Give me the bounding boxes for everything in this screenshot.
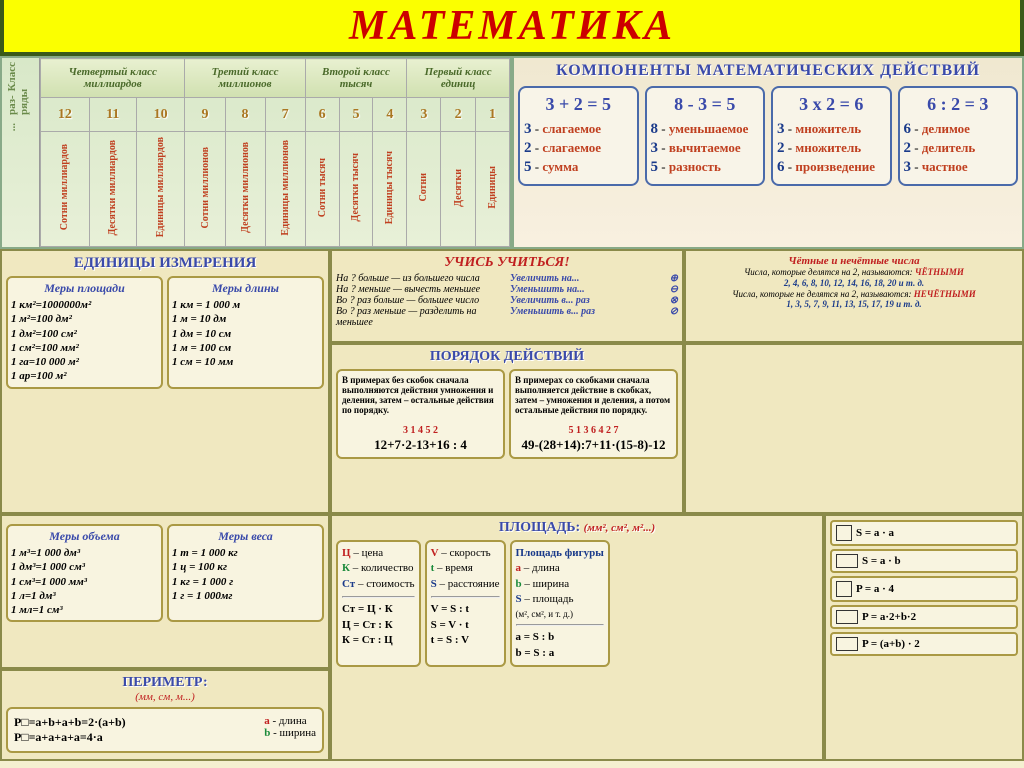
units-heading: ЕДИНИЦЫ ИЗМЕРЕНИЯ	[6, 255, 324, 272]
formulas-panel: S = a · a S = a · b P = a · 4 P = a·2+b·2 P …	[824, 514, 1024, 761]
name-cell: Десятки тысяч	[339, 132, 373, 247]
place-value-table: Четвертый класс миллиардовТретий класс м…	[40, 58, 510, 247]
order-box-1: В примерах без скобок сначала выполняютс…	[336, 369, 505, 459]
area-panel: ПЛОЩАДЬ: (мм², см², м²...) Ц – ценаК – к…	[330, 514, 824, 761]
place-value-panel: Класс раз- ряды ... Четвертый класс милл…	[0, 56, 512, 249]
formula-row: P = a · 4	[830, 576, 1018, 602]
perimeter-panel: ПЕРИМЕТР: (мм, см, м...) P□=a+b+a+b=2·(a…	[0, 669, 330, 761]
rank-cell: 10	[136, 98, 185, 132]
bottom-area: ПЛОЩАДЬ: (мм², см², м²...) Ц – ценаК – к…	[330, 514, 824, 761]
ellipsis: ...	[2, 119, 22, 135]
row-2: ЕДИНИЦЫ ИЗМЕРЕНИЯ Меры площади1 км²=1000…	[0, 249, 1024, 514]
rank-cell: 3	[407, 98, 441, 132]
operation-box: 8 - 3 = 58 - уменьшаемое3 - вычитаемое5 …	[645, 86, 766, 186]
name-cell: Сотни миллионов	[185, 132, 225, 247]
shape-icon	[836, 610, 858, 624]
rank-label: раз- ряды	[2, 95, 34, 119]
shape-icon	[836, 581, 852, 597]
row-3: Меры объема1 м³=1 000 дм³1 дм³=1 000 см³…	[0, 514, 1024, 761]
title-bar: МАТЕМАТИКА	[0, 0, 1024, 56]
formula-row: P = a·2+b·2	[830, 605, 1018, 629]
units-panel: ЕДИНИЦЫ ИЗМЕРЕНИЯ Меры площади1 км²=1000…	[0, 249, 330, 514]
name-cell: Десятки миллиардов	[89, 132, 136, 247]
class-header: Первый класс единиц	[407, 59, 510, 98]
learn-panel: УЧИСЬ УЧИТЬСЯ! На ? больше — из большего…	[330, 249, 684, 343]
shape-icon	[836, 637, 858, 651]
rank-cell: 7	[265, 98, 305, 132]
rank-cell: 12	[41, 98, 90, 132]
unit-box: Меры объема1 м³=1 000 дм³1 дм³=1 000 см³…	[6, 524, 163, 622]
unit-box: Меры длины1 км = 1 000 м1 м = 10 дм1 дм …	[167, 276, 324, 389]
price-box: Ц – ценаК – количествоСт – стоимостьСт =…	[336, 540, 421, 667]
name-cell: Сотни тысяч	[305, 132, 339, 247]
formula-row: P = (a+b) · 2	[830, 632, 1018, 656]
rank-cell: 5	[339, 98, 373, 132]
learn-left: На ? больше — из большего числаНа ? мень…	[336, 273, 504, 328]
row-1: Класс раз- ряды ... Четвертый класс милл…	[0, 56, 1024, 249]
operation-box: 3 + 2 = 53 - слагаемое2 - слагаемое5 - с…	[518, 86, 639, 186]
learn-heading: УЧИСЬ УЧИТЬСЯ!	[336, 255, 678, 271]
name-cell: Единицы миллионов	[265, 132, 305, 247]
shape-icon	[836, 554, 858, 568]
name-cell: Сотни миллиардов	[41, 132, 90, 247]
rank-cell: 6	[305, 98, 339, 132]
perimeter-heading: ПЕРИМЕТР:	[6, 675, 324, 691]
unit-box: Меры веса1 т = 1 000 кг1 ц = 100 кг1 кг …	[167, 524, 324, 622]
name-cell: Единицы тысяч	[373, 132, 407, 247]
formula-row: S = a · b	[830, 549, 1018, 573]
name-cell: Сотни	[407, 132, 441, 247]
speed-box: V – скоростьt – времяS – расстояниеV = S…	[425, 540, 506, 667]
operation-box: 6 : 2 = 36 - делимое2 - делитель3 - част…	[898, 86, 1019, 186]
middle-column: УЧИСЬ УЧИТЬСЯ! На ? больше — из большего…	[330, 249, 684, 514]
even-heading: Чётные и нечётные числа	[690, 255, 1018, 267]
name-cell: Единицы миллиардов	[136, 132, 185, 247]
class-header: Третий класс миллионов	[185, 59, 305, 98]
main-title: МАТЕМАТИКА	[6, 2, 1018, 50]
order-extend	[684, 343, 1024, 514]
order-panel: ПОРЯДОК ДЕЙСТВИЙ В примерах без скобок с…	[330, 343, 684, 514]
even-panel: Чётные и нечётные числа Числа, которые д…	[684, 249, 1024, 343]
class-header: Второй класс тысяч	[305, 59, 407, 98]
name-cell: Десятки	[441, 132, 475, 247]
learn-right: Увеличить на... ⊕Уменьшить на... ⊖Увелич…	[510, 273, 678, 328]
components-panel: КОМПОНЕНТЫ МАТЕМАТИЧЕСКИХ ДЕЙСТВИЙ 3 + 2…	[512, 56, 1024, 249]
rank-cell: 1	[475, 98, 509, 132]
rank-cell: 8	[225, 98, 265, 132]
shape-icon	[836, 525, 852, 541]
right-column: Чётные и нечётные числа Числа, которые д…	[684, 249, 1024, 514]
operations-row: 3 + 2 = 53 - слагаемое2 - слагаемое5 - с…	[518, 86, 1018, 186]
rank-cell: 11	[89, 98, 136, 132]
order-heading: ПОРЯДОК ДЕЙСТВИЙ	[336, 349, 678, 365]
name-cell: Десятки миллионов	[225, 132, 265, 247]
components-heading: КОМПОНЕНТЫ МАТЕМАТИЧЕСКИХ ДЕЙСТВИЙ	[518, 62, 1018, 80]
rank-cell: 9	[185, 98, 225, 132]
formula-row: S = a · a	[830, 520, 1018, 546]
rank-cell: 4	[373, 98, 407, 132]
order-box-2: В примерах со скобками сначала выполняет…	[509, 369, 678, 459]
name-cell: Единицы	[475, 132, 509, 247]
class-header: Четвертый класс миллиардов	[41, 59, 185, 98]
rank-cell: 2	[441, 98, 475, 132]
figure-area-box: Площадь фигурыa – длинаb – ширинаS – пло…	[510, 540, 610, 667]
perimeter-column: Меры объема1 м³=1 000 дм³1 дм³=1 000 см³…	[0, 514, 330, 761]
operation-box: 3 x 2 = 63 - множитель2 - множитель6 - п…	[771, 86, 892, 186]
unit-box: Меры площади1 км²=1000000м²1 м²=100 дм²1…	[6, 276, 163, 389]
